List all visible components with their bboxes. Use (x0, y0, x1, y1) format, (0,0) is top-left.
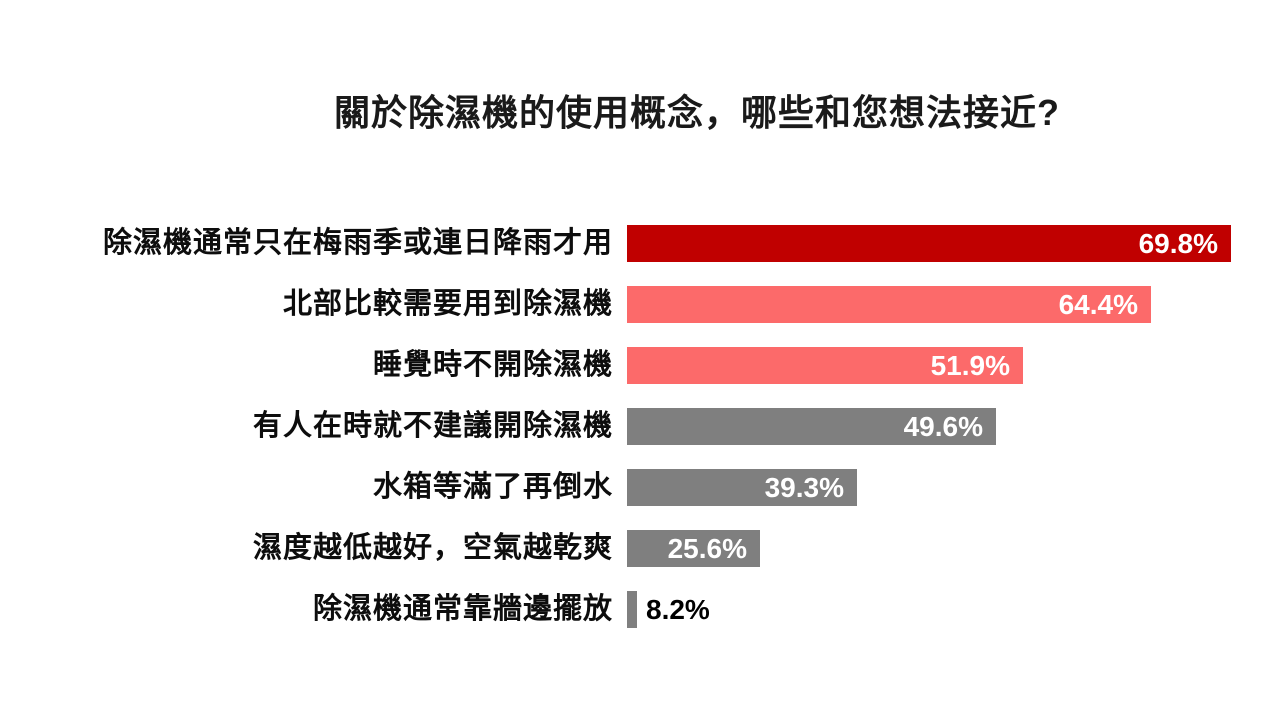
chart-row: 有人在時就不建議開除濕機 49.6% (0, 396, 1280, 457)
value-label: 69.8% (1138, 227, 1218, 259)
category-label: 睡覺時不開除濕機 (372, 349, 613, 381)
bar: 51.9% (627, 347, 1023, 384)
bar-area: 25.6% (627, 530, 1280, 567)
category-label: 北部比較需要用到除濕機 (282, 288, 613, 320)
bar-area: 51.9% (627, 347, 1280, 384)
bar: 69.8% (627, 225, 1231, 262)
bar-area: 49.6% (627, 408, 1280, 445)
bar-area: 69.8% (627, 225, 1280, 262)
chart-row: 水箱等滿了再倒水 39.3% (0, 457, 1280, 518)
category-label: 除濕機通常靠牆邊擺放 (312, 593, 613, 625)
value-label: 49.6% (903, 410, 983, 442)
chart-row: 北部比較需要用到除濕機 64.4% (0, 274, 1280, 335)
category-label: 濕度越低越好，空氣越乾爽 (252, 532, 613, 564)
bar: 39.3% (627, 469, 857, 506)
value-label: 51.9% (930, 349, 1010, 381)
chart-row: 除濕機通常靠牆邊擺放 8.2% (0, 579, 1280, 640)
bar-area: 8.2% (627, 591, 1280, 628)
bar: 64.4% (627, 286, 1151, 323)
category-label: 除濕機通常只在梅雨季或連日降雨才用 (102, 227, 613, 259)
chart-row: 除濕機通常只在梅雨季或連日降雨才用 69.8% (0, 213, 1280, 274)
chart-row: 睡覺時不開除濕機 51.9% (0, 335, 1280, 396)
bar-chart: 除濕機通常只在梅雨季或連日降雨才用 69.8% 北部比較需要用到除濕機 64.4% 睡覺… (0, 213, 1280, 640)
category-label: 有人在時就不建議開除濕機 (252, 410, 613, 442)
value-label: 25.6% (667, 532, 747, 564)
bar-area: 39.3% (627, 469, 1280, 506)
value-label: 8.2% (646, 593, 710, 625)
chart-row: 濕度越低越好，空氣越乾爽 25.6% (0, 518, 1280, 579)
value-label: 64.4% (1058, 288, 1138, 320)
chart-title: 關於除濕機的使用概念，哪些和您想法接近? (334, 92, 1060, 133)
bar: 25.6% (627, 530, 760, 567)
category-label: 水箱等滿了再倒水 (372, 471, 613, 503)
bar-area: 64.4% (627, 286, 1280, 323)
value-label: 39.3% (764, 471, 844, 503)
bar: 49.6% (627, 408, 996, 445)
bar (627, 591, 637, 628)
